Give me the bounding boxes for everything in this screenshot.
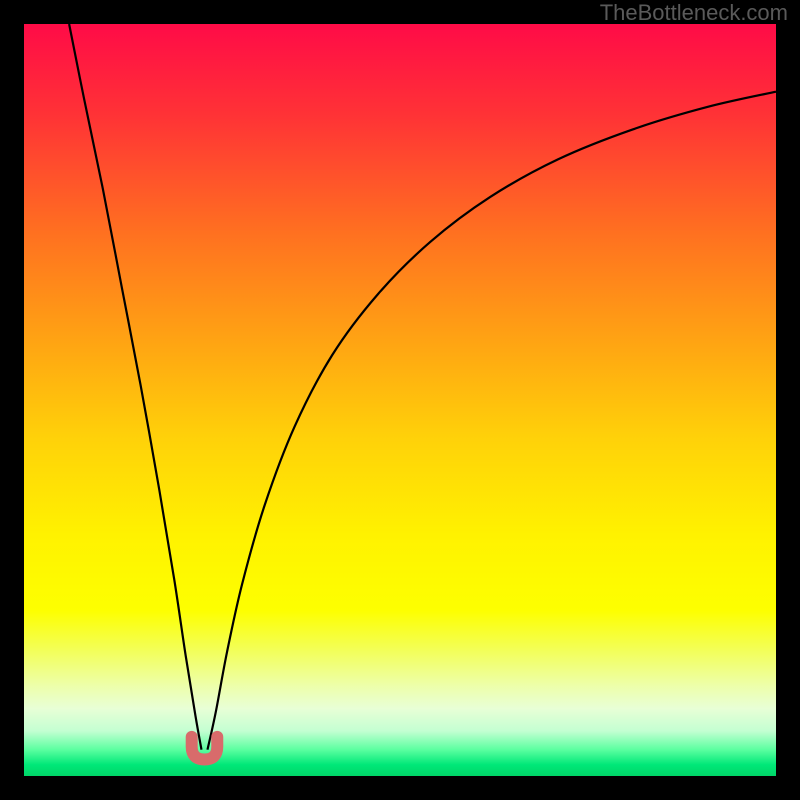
chart-background (24, 24, 776, 776)
bottleneck-chart (0, 0, 800, 800)
watermark-text: TheBottleneck.com (600, 0, 788, 26)
